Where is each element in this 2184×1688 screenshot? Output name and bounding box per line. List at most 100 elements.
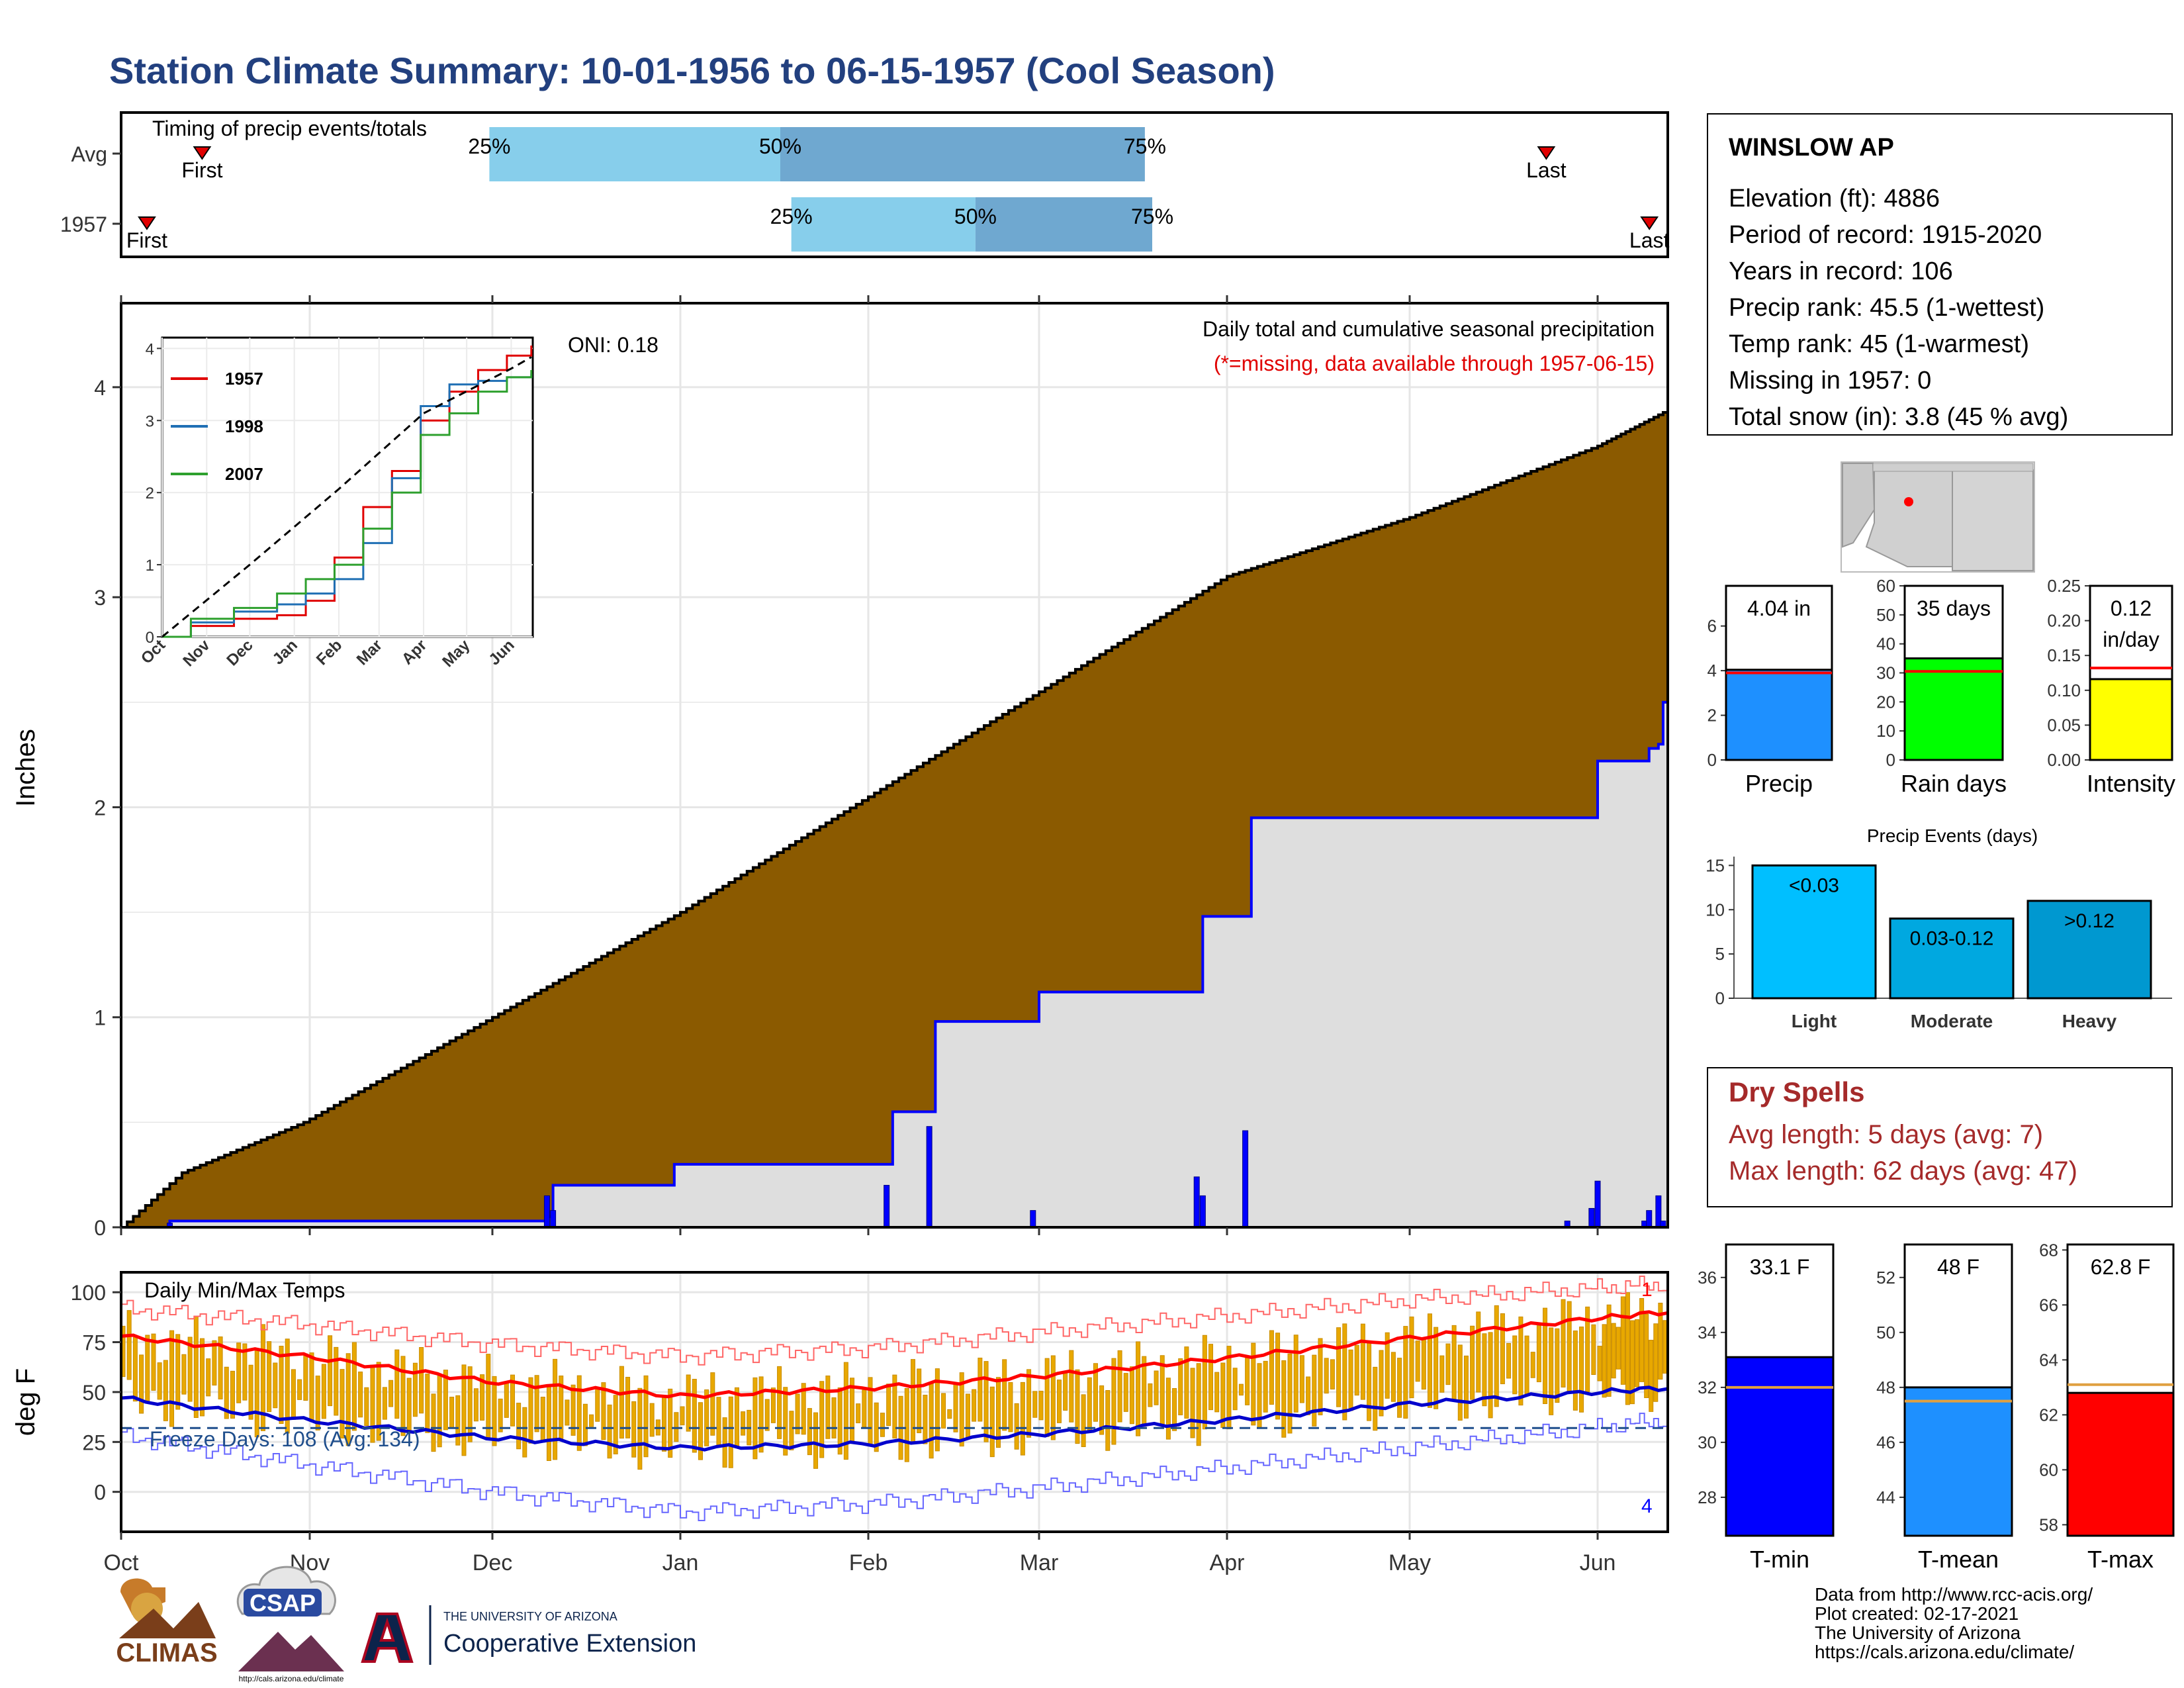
temp-tmean-summary-xlabel: T-mean: [1918, 1546, 1999, 1573]
timing-first-label: First: [126, 228, 167, 252]
timing-row-1957: 1957 25% 50% 75% First Last: [60, 197, 1670, 252]
temp-ytick-label: 75: [82, 1331, 106, 1355]
temp-ytick-label: 50: [82, 1381, 106, 1405]
dry-spells-avg: Avg length: 5 days (avg: 7): [1729, 1120, 2043, 1149]
footer-line-url: https://cals.arizona.edu/climate/: [1815, 1642, 2074, 1662]
obs-cumulative-line: [121, 700, 1668, 1229]
precip-ytick-label: 1: [94, 1006, 106, 1030]
logo-climas: CLIMAS: [116, 1578, 218, 1667]
temp-tmin-summary-ytick-label: 28: [1698, 1487, 1717, 1507]
temp-tmin-summary-value-bar: [1725, 1356, 1835, 1537]
dry-spells-title: Dry Spells: [1729, 1076, 1864, 1107]
temp-tmin-summary-ytick-label: 34: [1698, 1323, 1717, 1342]
map-arizona: [1865, 469, 1953, 567]
csap-url: http://cals.arizona.edu/climate: [239, 1674, 344, 1683]
temp-tmax-summary-value-label: 62.8 F: [2091, 1255, 2151, 1279]
daily-precip-bar: [550, 1210, 557, 1228]
station-line-elevation: Elevation (ft): 4886: [1729, 185, 1940, 212]
precip-panel: 0 1 2 3 4 Inches ONI: 0.18 Daily total and c…: [11, 295, 1669, 1240]
csap-wordmark: CSAP: [250, 1589, 316, 1617]
timing-first-marker-icon: [138, 216, 156, 230]
temp-plot: [120, 1275, 1668, 1521]
temp-tmax-summary-ytick-label: 66: [2039, 1295, 2058, 1315]
month-label: Feb: [849, 1550, 888, 1575]
dry-spells-frame: [1707, 1067, 2173, 1207]
timing-p75-label: 75%: [1124, 134, 1166, 158]
locator-map: [1841, 461, 2035, 573]
inset-ytick-label: 3: [146, 412, 154, 430]
temp-tmax-summary-ytick-label: 64: [2039, 1350, 2058, 1370]
raindays-summary-ytick-label: 20: [1876, 692, 1895, 712]
inset-ytick-label: 0: [146, 629, 154, 647]
climas-wordmark: CLIMAS: [116, 1638, 217, 1667]
temp-tmax-summary-xlabel: T-max: [2087, 1546, 2154, 1573]
inset-frame: [161, 336, 534, 638]
station-info: WINSLOW AP Elevation (ft): 4886 Period o…: [1707, 113, 2173, 436]
timing-bar-50-75: [975, 197, 1152, 252]
month-label: May: [1388, 1550, 1431, 1575]
raindays-summary-value-bar: [1903, 657, 2004, 761]
intensity-summary-value-unit: in/day: [2103, 628, 2159, 651]
precip-summary: 0 2 4 6 4.04 in Precip: [1707, 585, 1833, 797]
station-info-frame: [1707, 113, 2173, 436]
temp-tmean-summary-ytick-label: 48: [1876, 1378, 1895, 1397]
month-label: Mar: [1020, 1550, 1059, 1575]
record-high-count: 1: [1641, 1279, 1653, 1301]
events-bar-label: <0.03: [1789, 874, 1839, 896]
raindays-summary: 0 10 20 30 40 50 60 35 days Rain days: [1876, 576, 2007, 797]
dry-spells-panel: Dry Spells Avg length: 5 days (avg: 7) M…: [1707, 1067, 2173, 1207]
ua-bottom-text: Cooperative Extension: [443, 1630, 696, 1658]
daily-precip-bar: [926, 1126, 933, 1228]
inset-series-average: [161, 356, 532, 638]
daily-precip-bar: [1594, 1180, 1601, 1228]
timing-p50-label: 50%: [954, 205, 997, 228]
station-line-precip-rank: Precip rank: 45.5 (1-wettest): [1729, 294, 2044, 322]
events-category-label: Heavy: [2062, 1011, 2117, 1031]
intensity-summary-value-label: 0.12: [2111, 596, 2152, 620]
intensity-summary-ytick-label: 0.05: [2047, 715, 2081, 735]
events-category-label: Light: [1792, 1011, 1837, 1031]
events-bar-heavy: [2026, 900, 2152, 1000]
daily-precip-bar: [884, 1185, 890, 1228]
precip-summary-ytick-label: 4: [1707, 661, 1717, 680]
events-bar-label: 0.03-0.12: [1910, 928, 1994, 950]
temp-tmin-summary: 28 30 32 34 36 33.1 F T-min: [1698, 1243, 1835, 1573]
avg-cumulative-line: [121, 410, 1668, 1229]
intensity-summary-xlabel: Intensity: [2087, 770, 2175, 797]
timing-p75-label: 75%: [1131, 205, 1173, 228]
inset-ytick-label: 4: [146, 340, 154, 358]
timing-p50-label: 50%: [759, 134, 801, 158]
record-min-line: [121, 1413, 1668, 1521]
temp-tmax-summary-value-bar: [2066, 1391, 2175, 1537]
temp-ytick-label: 0: [94, 1481, 106, 1505]
timing-first-marker-icon: [193, 146, 212, 160]
month-label: Jun: [1580, 1550, 1616, 1575]
ua-top-text: THE UNIVERSITY OF ARIZONA: [443, 1610, 617, 1623]
missing-note: (*=missing, data available through 1957-…: [1214, 352, 1655, 375]
daily-precip-bar: [1199, 1195, 1206, 1228]
avg-min-line: [120, 1385, 1668, 1452]
daily-precip-bar: [1588, 1207, 1595, 1228]
precip-summary-ytick-label: 6: [1707, 616, 1717, 636]
record-max-line: [121, 1275, 1668, 1366]
events-ytick-label: 0: [1715, 988, 1725, 1008]
temp-tmin-summary-xlabel: T-min: [1750, 1546, 1809, 1573]
raindays-summary-ytick-label: 0: [1886, 750, 1895, 770]
footer-line-created: Plot created: 02-17-2021: [1815, 1603, 2019, 1624]
temp-tmean-summary-value-label: 48 F: [1937, 1255, 1979, 1279]
timing-rows: Avg 25% 50% 75% First Last 1957 25% 50% 75% First L…: [60, 127, 1670, 252]
station-line-missing: Missing in 1957: 0: [1729, 367, 1931, 395]
page-title: Station Climate Summary: 10-01-1956 to 0…: [109, 50, 1275, 91]
month-label: Dec: [473, 1550, 512, 1575]
below-avg-fill: [127, 412, 1668, 1227]
timing-bar-25-50: [489, 127, 781, 181]
timing-label: Timing of precip events/totals: [152, 117, 427, 140]
intensity-summary-ytick-label: 0.15: [2047, 645, 2081, 665]
timing-first-label: First: [181, 158, 222, 182]
events-category-label: Moderate: [1911, 1011, 1993, 1031]
raindays-summary-ytick-label: 40: [1876, 634, 1895, 654]
precip-summary-ytick-label: 2: [1707, 706, 1717, 726]
